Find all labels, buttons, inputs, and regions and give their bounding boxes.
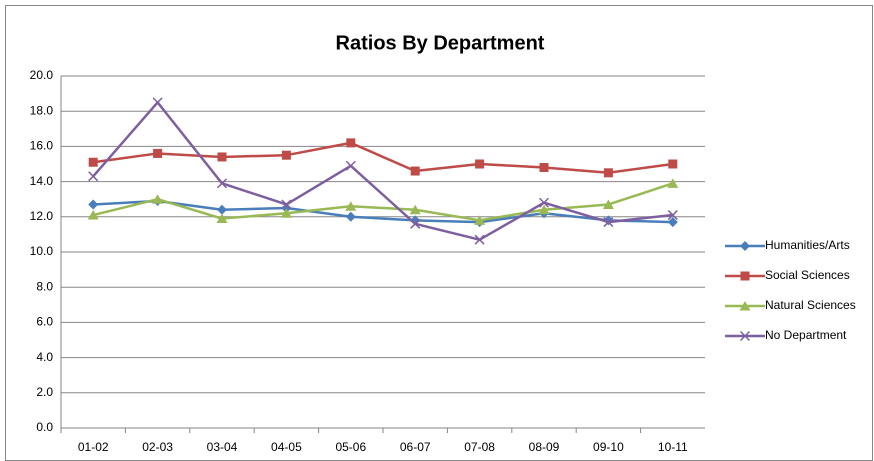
legend-label: Social Sciences [765,268,850,282]
marker [88,157,98,167]
x-tick-label: 09-10 [593,440,624,454]
marker [739,330,751,342]
marker [602,199,614,209]
y-tick-label: 8.0 [36,279,53,293]
series-line [93,199,673,224]
chart-border [5,5,873,461]
y-tick-label: 12.0 [30,209,54,223]
marker [281,203,292,213]
marker [539,163,549,173]
marker [153,148,163,158]
legend-label: Natural Sciences [765,298,856,312]
x-tick-label: 08-09 [529,440,560,454]
y-tick-label: 20.0 [30,68,54,82]
marker [668,159,678,169]
marker [410,218,421,229]
y-tick-label: 6.0 [36,315,53,329]
x-tick-label: 07-08 [464,440,495,454]
x-tick-label: 03-04 [207,440,238,454]
y-tick-label: 0.0 [36,420,53,434]
marker [217,204,227,215]
series-line [92,182,674,222]
marker [345,201,357,211]
x-tick-label: 02-03 [142,440,173,454]
y-tick-label: 4.0 [36,350,53,364]
x-tick-label: 01-02 [78,440,109,454]
marker [538,204,550,215]
marker [87,210,99,220]
marker [281,150,291,160]
marker [603,168,613,178]
y-tick-label: 16.0 [30,139,54,153]
series-line [93,141,673,175]
legend-label: Humanities/Arts [765,238,850,252]
marker [475,159,485,169]
x-tick-label: 04-05 [271,440,302,454]
marker [152,194,164,204]
marker [667,178,679,188]
marker [280,208,292,218]
marker [217,152,227,162]
marker [538,197,550,208]
marker [603,217,614,228]
chart-title: Ratios By Department [336,32,545,54]
marker [410,166,420,176]
marker [667,217,678,228]
marker [409,204,421,215]
y-tick-label: 18.0 [30,103,54,117]
y-tick-label: 10.0 [30,244,54,258]
marker [345,160,356,171]
marker [739,301,751,311]
marker [88,171,99,182]
x-tick-label: 06-07 [400,440,431,454]
marker [216,213,228,224]
y-tick-label: 2.0 [36,385,53,399]
marker [740,241,750,251]
series-line [92,101,673,241]
legend-label: No Department [765,328,847,342]
y-tick-label: 14.0 [30,174,54,188]
marker [346,138,356,148]
marker [281,199,292,210]
marker [88,199,99,210]
marker [667,210,678,221]
marker [474,234,485,245]
x-tick-label: 05-06 [335,440,366,454]
marker [216,178,228,189]
marker [740,271,750,281]
x-tick-label: 10-11 [658,440,688,454]
marker [474,215,486,225]
marker [152,97,163,108]
marker [345,211,356,222]
